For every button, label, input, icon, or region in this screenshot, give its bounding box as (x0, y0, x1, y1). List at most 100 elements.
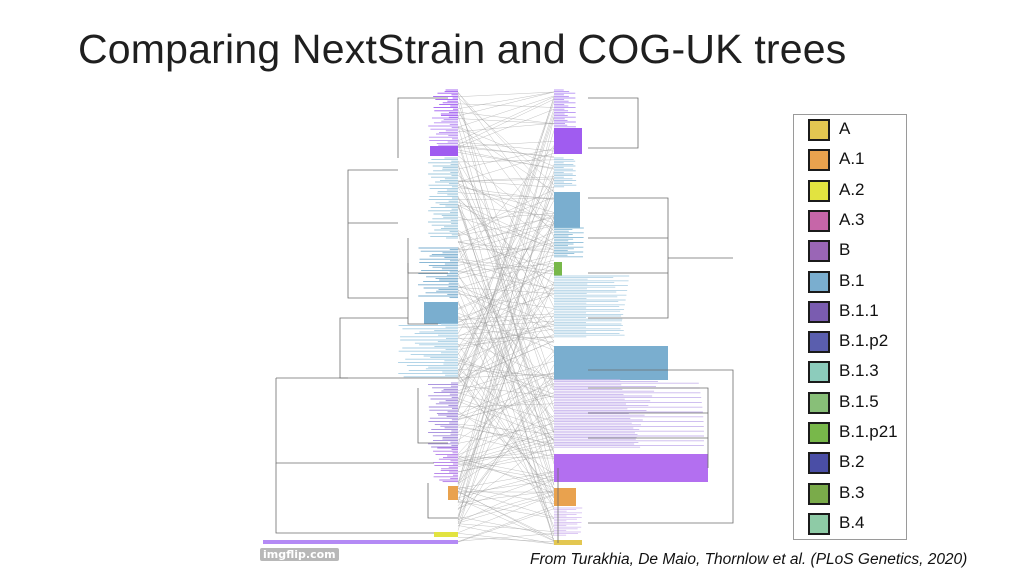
legend-label: A.3 (839, 209, 865, 229)
connector-line (457, 115, 555, 409)
legend-swatch (808, 179, 830, 202)
connector-line (457, 323, 555, 351)
connector-line (457, 411, 555, 475)
connector-line (457, 435, 555, 463)
connector-line (457, 196, 555, 236)
connector-line (457, 340, 555, 383)
legend-swatch (808, 149, 830, 172)
legend-label: A.2 (839, 179, 865, 199)
legend-item: B (808, 237, 906, 265)
connector-line (457, 352, 555, 503)
connector-line (457, 141, 555, 148)
connector-line (457, 320, 555, 363)
legend-item: B.2 (808, 449, 906, 477)
connector-line (457, 350, 555, 455)
tree-branch (407, 263, 438, 325)
connector-line (457, 533, 555, 545)
connector-line (457, 162, 555, 544)
connector-line (457, 145, 555, 262)
legend-item: B.1.p2 (808, 328, 906, 356)
connector-line (457, 206, 555, 342)
legend-item: A (808, 116, 906, 144)
connector-line (457, 180, 555, 188)
legend-item: B.1.p21 (808, 419, 906, 447)
connector-line (457, 91, 555, 109)
tree-branch (339, 317, 408, 373)
clade-block (434, 532, 458, 537)
connector-line (457, 369, 555, 441)
legend-item: B.1.5 (808, 389, 906, 417)
connector-line (457, 300, 555, 536)
connector-line (457, 267, 555, 488)
connector-line (457, 160, 555, 323)
legend-label: B.4 (839, 512, 865, 532)
clade-block (554, 128, 582, 154)
connector-line (457, 97, 555, 186)
clade-block (554, 262, 562, 276)
tree-branch (347, 169, 398, 223)
tree-branch (427, 483, 458, 519)
tree-branch (588, 387, 709, 468)
connector-line (457, 287, 555, 294)
connector-line (457, 479, 555, 523)
connector-line (457, 143, 555, 431)
clade-block (554, 192, 580, 228)
connector-line (457, 290, 555, 377)
legend-label: B.1.p21 (839, 422, 898, 441)
connector-line (457, 91, 555, 117)
legend-swatch (808, 240, 830, 263)
tree-branch (397, 97, 448, 100)
connector-line (457, 145, 555, 158)
connector-line (457, 91, 555, 97)
connector-line (457, 185, 555, 484)
connector-line (457, 343, 555, 489)
connector-line (457, 413, 555, 447)
connector-line (457, 425, 555, 448)
connector-line (457, 126, 555, 167)
connector-line (457, 223, 555, 355)
connector-line (457, 260, 555, 291)
clade-block (554, 346, 668, 380)
legend-swatch (808, 512, 830, 535)
clade-block (554, 488, 576, 506)
legend-item: B.3 (808, 480, 906, 508)
legend-item: B.1.3 (808, 358, 906, 386)
connector-line (457, 403, 555, 408)
legend-swatch (808, 119, 830, 141)
connector-line (457, 285, 555, 326)
tree-branch (275, 378, 434, 464)
connector-line (457, 112, 555, 405)
connector-line (457, 187, 555, 333)
legend-swatch (808, 270, 830, 293)
connector-line (457, 146, 555, 157)
connector-line (457, 479, 555, 495)
connector-line (457, 185, 555, 213)
legend-swatch (808, 300, 830, 323)
clade-block (430, 146, 458, 156)
connector-lines (457, 91, 555, 545)
tree-branch (275, 463, 434, 534)
connector-line (457, 95, 555, 128)
legend-label: A.1 (839, 149, 865, 169)
right-tree-cog-uk (554, 89, 734, 545)
connector-line (457, 164, 555, 372)
connector-line (457, 501, 555, 519)
connector-line (457, 320, 555, 329)
connector-line (457, 423, 555, 435)
clade-block (424, 302, 458, 324)
connector-line (457, 187, 555, 201)
connector-line (457, 103, 555, 108)
clade-block (448, 486, 458, 500)
connector-line (457, 230, 555, 284)
connector-line (457, 488, 555, 518)
tree-branch (347, 223, 408, 299)
connector-line (457, 234, 555, 517)
connector-line (457, 505, 555, 542)
connector-line (457, 96, 555, 413)
connector-line (457, 384, 555, 397)
left-tree-nextstrain (263, 89, 458, 544)
connector-line (457, 471, 555, 489)
legend-label: B.1.3 (839, 361, 879, 381)
connector-line (457, 313, 555, 321)
clade-block (263, 540, 458, 544)
